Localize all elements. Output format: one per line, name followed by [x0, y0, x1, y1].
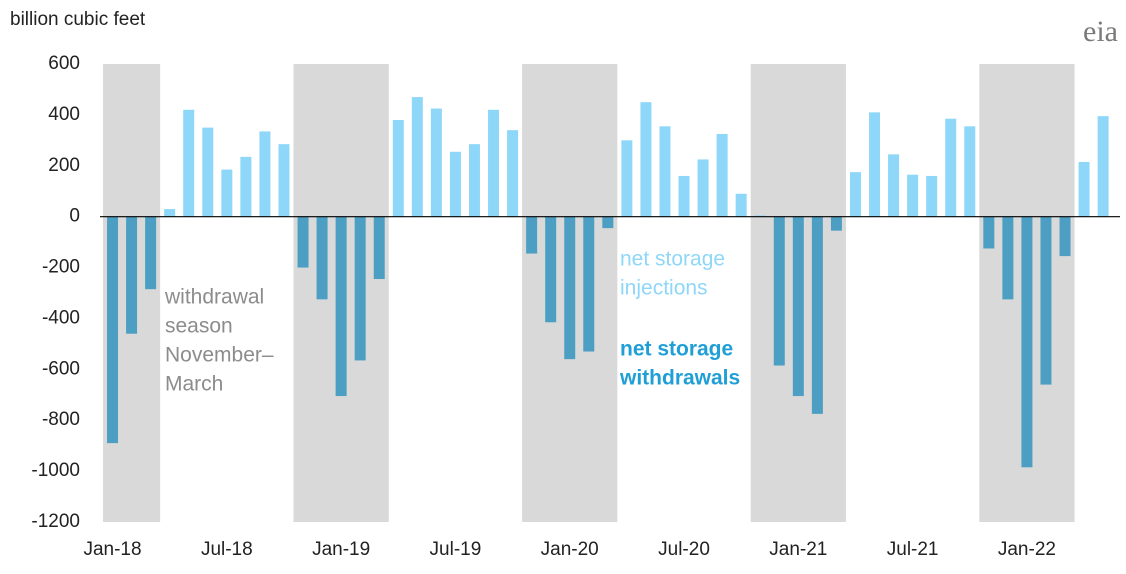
bar — [1097, 116, 1109, 217]
bar — [602, 216, 614, 229]
bar — [964, 126, 976, 217]
x-tick-label: Jul-21 — [887, 539, 939, 560]
y-tick-label: -400 — [42, 307, 80, 328]
y-tick-label: -600 — [42, 358, 80, 379]
bar — [107, 216, 119, 444]
y-tick-label: -1000 — [31, 460, 80, 481]
x-tick-label: Jan-20 — [541, 539, 599, 560]
annotation: withdrawals — [619, 367, 740, 390]
bar — [316, 216, 328, 300]
bar — [507, 130, 519, 217]
bar — [545, 216, 557, 323]
x-tick-label: Jul-19 — [430, 539, 482, 560]
bar — [564, 216, 576, 360]
annotation: net storage — [620, 338, 733, 361]
bar — [488, 109, 500, 217]
bar — [983, 216, 995, 249]
bar — [373, 216, 385, 280]
bar — [792, 216, 804, 397]
bar — [830, 216, 842, 231]
bar — [754, 215, 766, 217]
bar — [1021, 216, 1033, 468]
annotation: withdrawal — [164, 286, 264, 309]
bar — [335, 216, 347, 397]
bar — [354, 216, 366, 361]
x-tick-label: Jan-19 — [312, 539, 370, 560]
y-tick-label: -1200 — [31, 511, 80, 532]
x-tick-label: Jan-22 — [998, 539, 1056, 560]
bar — [221, 169, 233, 217]
bar — [849, 172, 861, 217]
bar — [126, 216, 138, 334]
bar — [659, 126, 671, 217]
annotation: injections — [620, 277, 708, 300]
bar — [183, 109, 195, 217]
bar — [278, 144, 290, 217]
y-tick-label: -200 — [42, 257, 80, 278]
bar — [697, 159, 709, 217]
bar — [240, 156, 252, 217]
annotation: net storage — [620, 248, 725, 271]
bar — [735, 193, 747, 217]
y-axis-label: billion cubic feet — [10, 9, 146, 30]
y-tick-label: 400 — [48, 104, 80, 125]
logo: eia — [1083, 15, 1118, 48]
bar — [621, 140, 633, 217]
bar — [811, 216, 823, 414]
bar — [392, 119, 404, 217]
annotation: March — [165, 373, 223, 396]
bar — [640, 102, 652, 217]
bar — [716, 133, 728, 217]
bar — [945, 118, 957, 217]
bar — [145, 216, 157, 290]
x-tick-label: Jul-18 — [201, 539, 253, 560]
bar — [411, 97, 423, 217]
bar — [1002, 216, 1014, 300]
bar — [297, 216, 309, 268]
bar — [1059, 216, 1071, 257]
bar — [888, 154, 900, 217]
bar — [259, 131, 271, 217]
bar — [926, 175, 938, 217]
bar — [449, 151, 461, 217]
bar — [773, 216, 785, 366]
bar — [907, 174, 919, 217]
y-tick-label: 200 — [48, 155, 80, 176]
x-tick-label: Jan-21 — [769, 539, 827, 560]
bar — [678, 175, 690, 217]
x-tick-label: Jan-18 — [83, 539, 141, 560]
bar — [869, 112, 881, 217]
bar — [526, 216, 538, 254]
bar — [583, 216, 595, 352]
annotation: season — [165, 315, 233, 338]
x-tick-label: Jul-20 — [658, 539, 710, 560]
y-tick-label: 600 — [48, 53, 80, 74]
bar — [468, 144, 480, 217]
bar — [202, 127, 214, 217]
annotation: November– — [165, 344, 274, 367]
y-tick-label: -800 — [42, 409, 80, 430]
bar — [1040, 216, 1052, 385]
bar — [430, 108, 442, 217]
y-tick-label: 0 — [69, 206, 80, 227]
bar — [164, 209, 176, 217]
bar — [1078, 161, 1090, 217]
